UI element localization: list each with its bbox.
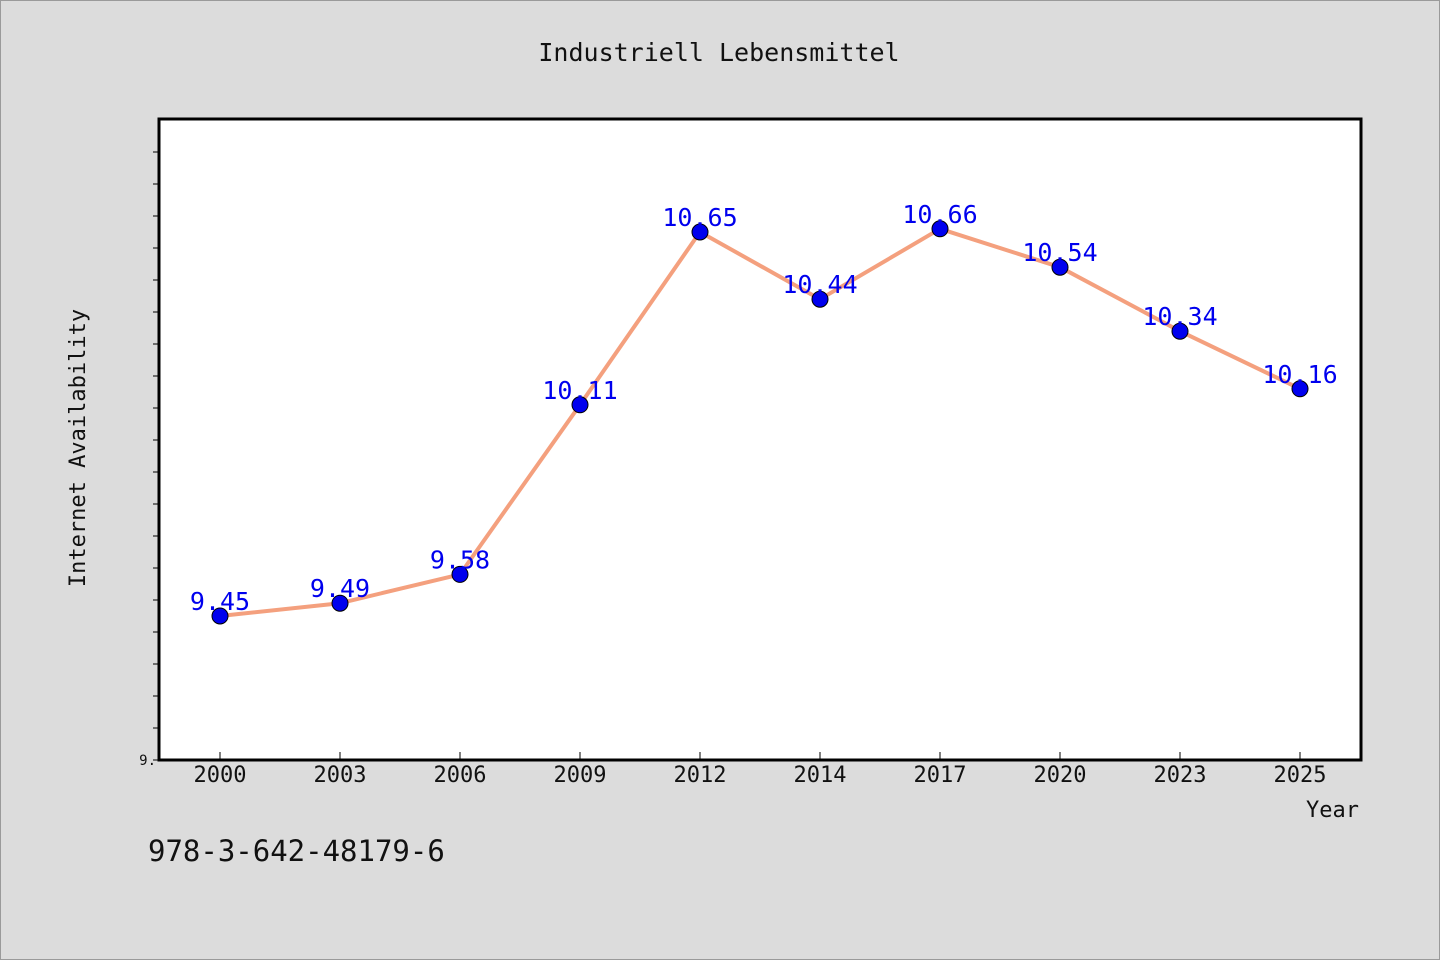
data-label: 10.66 (902, 200, 977, 229)
y-axis-ticks (153, 151, 159, 761)
data-point (691, 223, 709, 241)
x-tick-label: 2017 (914, 763, 967, 788)
x-tick-label: 2006 (434, 763, 487, 788)
data-point (811, 290, 829, 308)
data-label: 10.65 (662, 203, 737, 232)
data-labels: 9.45 9.49 9.58 10.11 10.65 10.44 10.66 10.54 10.… (190, 200, 1338, 616)
x-tick-label: 2009 (554, 763, 607, 788)
x-axis-tick-labels: 2000 2003 2006 2009 2012 2014 2017 2020 2023 2025 (194, 763, 1327, 788)
data-point (331, 594, 349, 612)
data-label: 9.45 (190, 587, 250, 616)
data-point (931, 220, 949, 238)
data-label: 10.44 (782, 270, 857, 299)
x-axis-label: Year (1306, 798, 1359, 823)
data-point (451, 565, 469, 583)
chart-title: Industriell Lebensmittel (538, 38, 899, 67)
y-tick-label: 9. (139, 753, 156, 769)
data-label: 9.58 (430, 545, 490, 574)
data-point (571, 396, 589, 414)
data-point (211, 607, 229, 625)
y-axis-tick-labels: 9. (139, 753, 156, 769)
y-axis-label: Internet Availability (66, 309, 91, 587)
data-point (1171, 322, 1189, 340)
x-tick-label: 2014 (794, 763, 847, 788)
data-label: 9.49 (310, 574, 370, 603)
x-tick-label: 2023 (1154, 763, 1207, 788)
data-point (1051, 258, 1069, 276)
data-label: 10.11 (542, 376, 617, 405)
x-tick-label: 2003 (314, 763, 367, 788)
series-markers (211, 220, 1309, 625)
x-tick-label: 2000 (194, 763, 247, 788)
plot-area (157, 117, 1363, 762)
data-label: 10.16 (1262, 360, 1337, 389)
series-lines (218, 226, 1302, 618)
x-tick-label: 2012 (674, 763, 727, 788)
series-line (218, 226, 1302, 618)
x-tick-label: 2020 (1034, 763, 1087, 788)
isbn-caption: 978-3-642-48179-6 (148, 834, 445, 868)
x-tick-label: 2025 (1274, 763, 1327, 788)
x-axis-ticks (219, 752, 1301, 760)
data-point (1291, 380, 1309, 398)
data-label: 10.34 (1142, 302, 1217, 331)
data-label: 10.54 (1022, 238, 1097, 267)
